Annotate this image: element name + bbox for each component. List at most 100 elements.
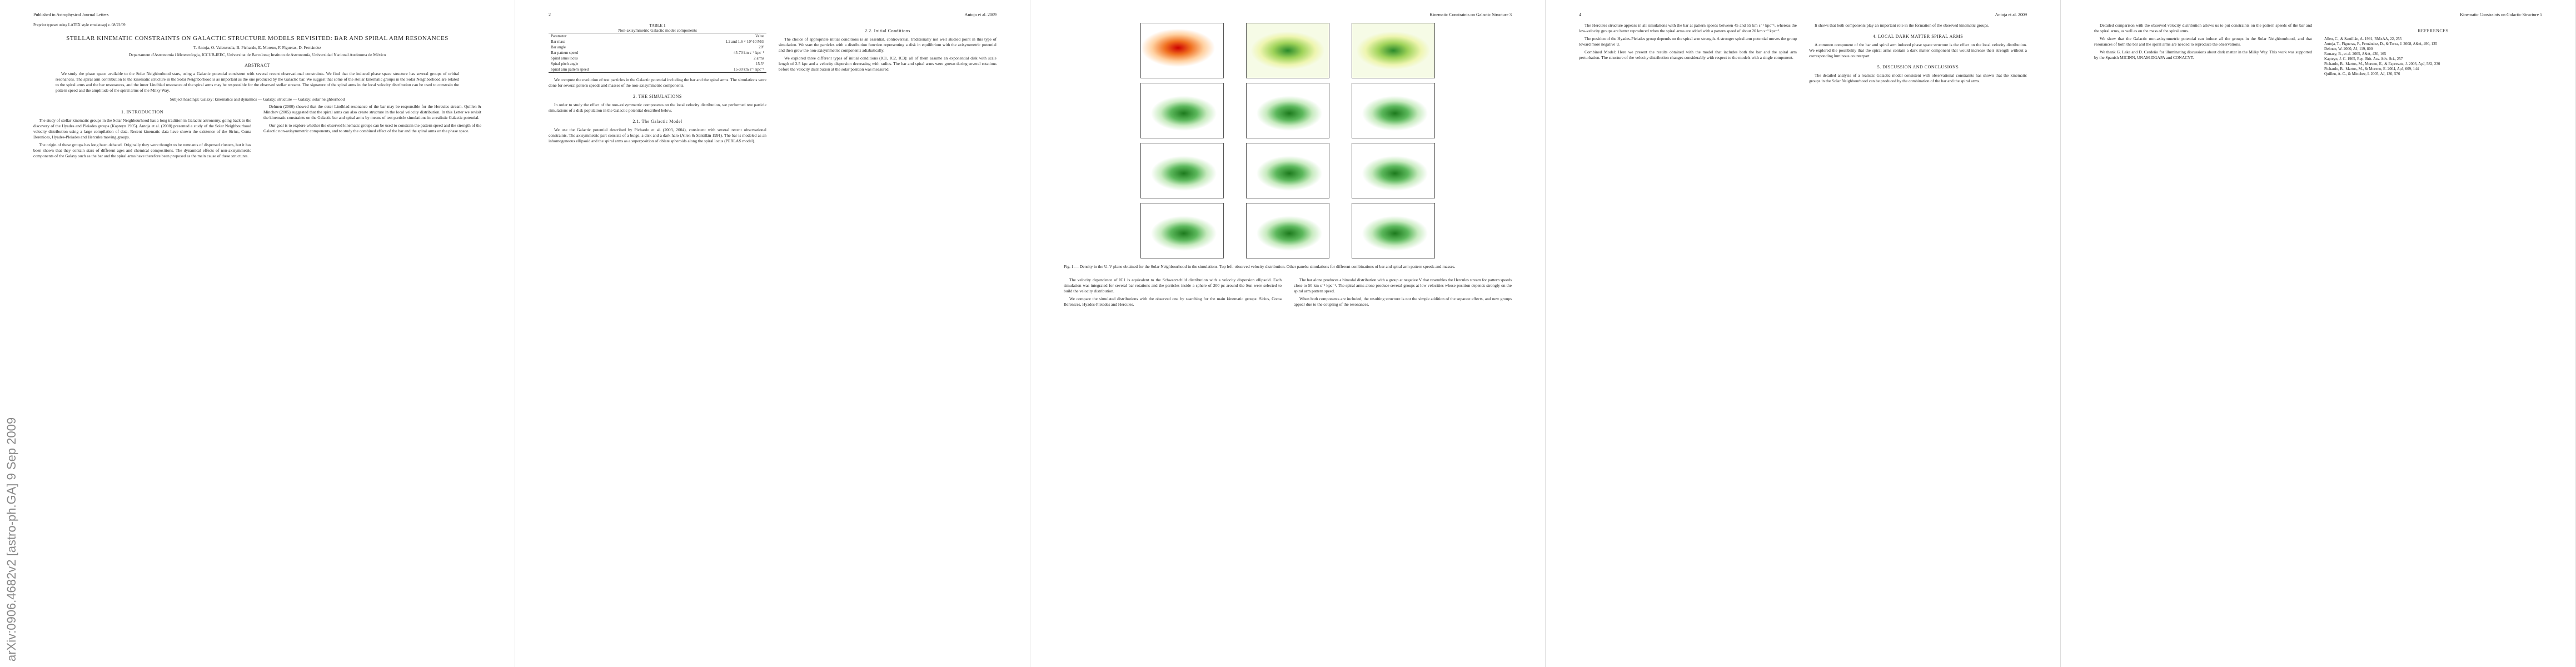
table-cell: 2 arms bbox=[754, 56, 764, 61]
paragraph: The study of stellar kinematic groups in… bbox=[33, 118, 251, 140]
figure-panel bbox=[1140, 143, 1224, 198]
table-cell: Parameter bbox=[551, 34, 567, 38]
header-right: Kinematic Constraints on Galactic Struct… bbox=[1429, 12, 1512, 17]
page-header: 2 Antoja et al. 2009 bbox=[549, 12, 996, 17]
paragraph: The Hercules structure appears in all si… bbox=[1579, 23, 1797, 33]
table-cell: Bar angle bbox=[551, 45, 566, 49]
paragraph: When both components are included, the r… bbox=[1294, 296, 1512, 307]
column: Dehnen (2000) showed that the outer Lind… bbox=[263, 104, 481, 161]
figure-panel bbox=[1246, 23, 1329, 78]
table: Parameter Value Bar mass 1.2 and 1.6 × 10^1… bbox=[549, 33, 766, 73]
table-row: Spiral arms locus 2 arms bbox=[549, 56, 766, 61]
reference: Dehnen, W. 2000, AJ, 119, 800 bbox=[2324, 47, 2373, 51]
column: 2.2. Initial Conditions The choice of app… bbox=[779, 23, 996, 146]
keywords: Subject headings: Galaxy: kinematics and… bbox=[170, 97, 345, 102]
figure-panel bbox=[1352, 23, 1435, 78]
paragraph: We use the Galactic potential described … bbox=[549, 127, 766, 143]
paragraph: Our goal is to explore whether the obser… bbox=[263, 123, 481, 133]
column: The velocity dependence of IC1 is equiva… bbox=[1064, 277, 1282, 310]
columns: The velocity dependence of IC1 is equiva… bbox=[1064, 277, 1512, 310]
table-cell: Spiral pitch angle bbox=[551, 62, 579, 66]
page: 2 Antoja et al. 2009 TABLE 1 Non-axisymmetr… bbox=[515, 0, 1030, 667]
heading: 2. THE SIMULATIONS bbox=[633, 94, 682, 99]
heading: 1. INTRODUCTION bbox=[121, 109, 163, 115]
page: Kinematic Constraints on Galactic Struct… bbox=[2061, 0, 2576, 667]
title: STELLAR KINEMATIC CONSTRAINTS ON GALACTI… bbox=[66, 35, 449, 42]
heading: REFERENCES bbox=[2418, 28, 2449, 33]
header-right: Antoja et al. 2009 bbox=[1995, 12, 2027, 17]
columns: 1. INTRODUCTION The study of stellar kine… bbox=[33, 104, 481, 161]
heading: 2.2. Initial Conditions bbox=[865, 28, 910, 33]
paragraph: We compare the simulated distributions w… bbox=[1064, 296, 1282, 307]
figure-panel bbox=[1352, 83, 1435, 138]
table-caption: Non-axisymmetric Galactic model componen… bbox=[618, 28, 697, 33]
column: The bar alone produces a bimodal distrib… bbox=[1294, 277, 1512, 310]
paragraph: It shows that both components play an im… bbox=[1815, 23, 1989, 28]
heading: 2.1. The Galactic Model bbox=[632, 119, 682, 124]
column: Detailed comparison with the observed ve… bbox=[2094, 23, 2312, 77]
reference: Famaey, B., et al. 2005, A&A, 430, 165 bbox=[2324, 52, 2386, 56]
paragraph: The position of the Hyades-Pleiades grou… bbox=[1579, 36, 1797, 47]
table-cell: 15-30 km s⁻¹ kpc⁻¹ bbox=[734, 67, 764, 72]
paragraph: We explored three different types of ini… bbox=[779, 56, 996, 72]
column: The Hercules structure appears in all si… bbox=[1579, 23, 1797, 86]
page: Published in Astrophysical Journal Lette… bbox=[0, 0, 515, 667]
heading: ABSTRACT bbox=[245, 63, 270, 68]
paragraph: In order to study the effect of the non-… bbox=[549, 102, 766, 113]
table-row: Bar pattern speed 45-70 km s⁻¹ kpc⁻¹ bbox=[549, 50, 766, 56]
paragraph: The origin of these groups has long been… bbox=[33, 142, 251, 158]
table-row: Spiral arm pattern speed 15-30 km s⁻¹ kpc… bbox=[549, 67, 766, 73]
figure-panel bbox=[1140, 83, 1224, 138]
table-cell: Bar mass bbox=[551, 39, 565, 44]
table-cell: 20° bbox=[759, 45, 764, 49]
header-right: Antoja et al. 2009 bbox=[964, 12, 996, 17]
columns: The Hercules structure appears in all si… bbox=[1579, 23, 2027, 86]
page-header: 4 Antoja et al. 2009 bbox=[1579, 12, 2027, 17]
paragraph: We compute the evolution of test particl… bbox=[549, 77, 766, 88]
page: Kinematic Constraints on Galactic Struct… bbox=[1030, 0, 1546, 667]
reference: Quillen, A. C., & Minchev, I. 2005, AJ, … bbox=[2324, 72, 2400, 76]
figure-panel bbox=[1246, 203, 1329, 258]
figure-panel bbox=[1352, 203, 1435, 258]
reference: Kapteyn, J. C. 1905, Rep. Brit. Ass. Adv… bbox=[2324, 57, 2403, 61]
table-row: Parameter Value bbox=[549, 33, 766, 39]
page-header: Published in Astrophysical Journal Lette… bbox=[33, 12, 481, 17]
header-left: 2 bbox=[549, 12, 551, 17]
paragraph: A common component of the bar and spiral… bbox=[1809, 42, 2027, 58]
reference: Allen, C., & Santillán, A. 1991, RMxAA, … bbox=[2324, 37, 2402, 41]
column: 1. INTRODUCTION The study of stellar kine… bbox=[33, 104, 251, 161]
table-cell: 45-70 km s⁻¹ kpc⁻¹ bbox=[734, 51, 764, 55]
caption: Fig. 1.— Density in the U–V plane obtain… bbox=[1064, 264, 1456, 269]
abstract: We study the phase space available to th… bbox=[56, 71, 459, 93]
paragraph: We show that the Galactic non-axisymmetr… bbox=[2094, 36, 2312, 47]
figure-panel bbox=[1246, 143, 1329, 198]
reference: Pichardo, B., Martos, M., Moreno, E., & … bbox=[2324, 62, 2440, 66]
figure-panel bbox=[1140, 203, 1224, 258]
paragraph: The choice of appropriate initial condit… bbox=[779, 37, 996, 53]
table-row: Bar angle 20° bbox=[549, 44, 766, 50]
column: REFERENCES Allen, C., & Santillán, A. 199… bbox=[2324, 23, 2542, 77]
figure-panel bbox=[1352, 143, 1435, 198]
page-header: Kinematic Constraints on Galactic Struct… bbox=[1064, 12, 1512, 17]
columns: Detailed comparison with the observed ve… bbox=[2094, 23, 2542, 77]
table-cell: Spiral arms locus bbox=[551, 56, 578, 61]
reference: Antoja, T., Figueras, F., Fernández, D.,… bbox=[2324, 42, 2438, 46]
paragraph: Dehnen (2000) showed that the outer Lind… bbox=[263, 104, 481, 120]
paragraph: Detailed comparison with the observed ve… bbox=[2094, 23, 2312, 33]
table-title: TABLE 1 bbox=[649, 23, 666, 28]
reference: Pichardo, B., Martos, M., & Moreno, E. 2… bbox=[2324, 67, 2419, 71]
columns: TABLE 1 Non-axisymmetric Galactic model c… bbox=[549, 23, 996, 146]
paragraph: The velocity dependence of IC1 is equiva… bbox=[1064, 277, 1282, 293]
figure-panel bbox=[1246, 83, 1329, 138]
header-left: 4 bbox=[1579, 12, 1581, 17]
paragraph: The detailed analysis of a realistic Gal… bbox=[1809, 73, 2027, 83]
note: Preprint typeset using LATEX style emula… bbox=[33, 23, 126, 27]
page-header: Kinematic Constraints on Galactic Struct… bbox=[2094, 12, 2542, 17]
table-cell: 15.5° bbox=[755, 62, 764, 66]
table-cell: Bar pattern speed bbox=[551, 51, 578, 55]
figure bbox=[1064, 23, 1512, 258]
table-row: Bar mass 1.2 and 1.6 × 10^10 M⊙ bbox=[549, 39, 766, 44]
table-row: Spiral pitch angle 15.5° bbox=[549, 61, 766, 67]
header-right: Kinematic Constraints on Galactic Struct… bbox=[2460, 12, 2542, 17]
